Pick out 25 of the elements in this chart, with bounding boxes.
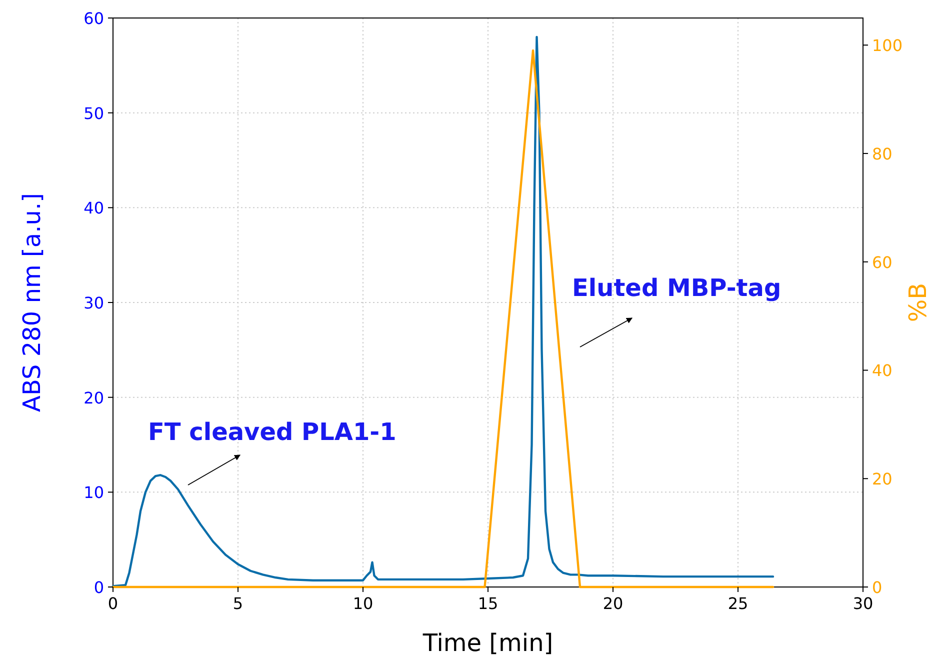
y2-tick-label: 20 [872, 470, 892, 489]
x-axis-title: Time [min] [422, 629, 554, 657]
y2-axis-title: %B [904, 282, 932, 322]
y-tick-label: 50 [84, 104, 104, 123]
x-tick-label: 20 [602, 594, 624, 613]
y-tick-label: 40 [84, 198, 104, 218]
y2-tick-label: 40 [872, 361, 892, 380]
annotation: Eluted MBP-tag [572, 274, 782, 302]
x-tick-label: 10 [352, 594, 374, 613]
y-tick-label: 0 [94, 578, 104, 597]
y-tick-label: 10 [84, 483, 104, 502]
y2-tick-label: 80 [872, 144, 892, 164]
y2-tick-label: 0 [872, 578, 882, 597]
y2-tick-label: 60 [872, 252, 892, 272]
x-tick-label: 5 [232, 594, 244, 613]
annotation: FT cleaved PLA1-1 [148, 418, 396, 446]
y-axis-title: ABS 280 nm [a.u.] [18, 193, 46, 412]
y-tick-label: 30 [84, 294, 104, 312]
x-tick-label: 30 [852, 594, 874, 613]
x-tick-label: 15 [478, 594, 498, 613]
y-tick-label: 60 [84, 9, 104, 28]
y-tick-label: 20 [84, 388, 104, 408]
x-tick-label: 25 [728, 594, 748, 613]
x-tick-label: 0 [108, 594, 118, 613]
y2-tick-label: 100 [872, 36, 903, 56]
